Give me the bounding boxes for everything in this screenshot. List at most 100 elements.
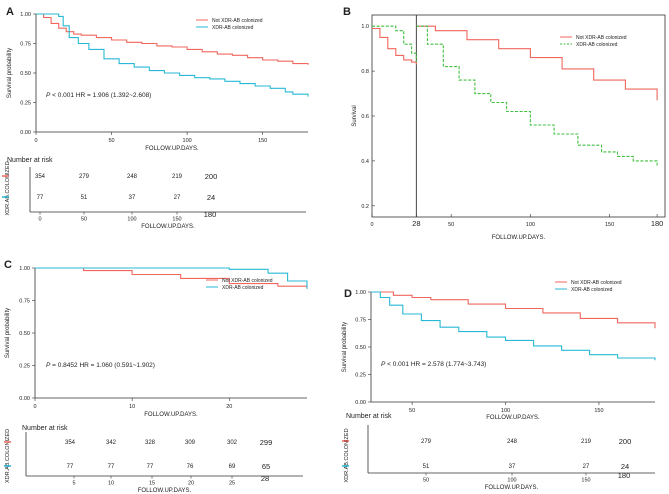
panel-c-risk-row1-value-3: 328 [145, 440, 156, 446]
panel-a-risk-row2-value-2: 51 [81, 195, 88, 201]
panel-c-risk-row1-value-4: 309 [185, 440, 196, 446]
panel-b-ylabel: Survival [352, 105, 358, 126]
panel-d-y-tick-label-4: 0.75 [355, 318, 366, 324]
panel-c-xlabel: FOLLOW.UP.DAYS. [144, 412, 198, 418]
panel-a-risk-row2-value-3: 37 [129, 195, 136, 201]
panel-d-y-tick-label-1: 0.00 [355, 400, 366, 406]
panel-c-risk-title: Number at risk [22, 425, 68, 432]
panel-b-legend-label-1: Not XDR-AB colonized [576, 35, 627, 41]
panel-c-risk-x-tick-label-2: 10 [108, 481, 114, 487]
panel-a-risk-x-tick-label-2: 50 [81, 217, 87, 223]
panel-c-risk-ylabel: XDR.AB.COLONIZED [5, 429, 11, 483]
panel-c-risk-row2-value-6: 65 [262, 462, 270, 471]
panel-b-x-tick-label-2: 28 [412, 219, 420, 228]
panel-c-risk-row1-value-1: 354 [65, 440, 76, 446]
panel-a-ylabel: Survival probability [7, 48, 13, 98]
panel-d-risk-x-tick-label-2: 100 [507, 478, 516, 484]
panel-b-x-tick-label-4: 100 [526, 222, 535, 228]
panel-a-annotation-p: P [46, 92, 51, 99]
panel-d-x-tick-label-3: 150 [594, 408, 603, 414]
panel-c-risk-row2-value-2: 77 [108, 464, 115, 470]
panel-b-series-not-xdr [416, 25, 658, 101]
panel-c-y-tick-label-3: 0.50 [19, 331, 30, 337]
panel-b-xlabel: FOLLOW.UP.DAYS. [492, 235, 546, 241]
panel-c-x-tick-label-3: 20 [226, 404, 232, 410]
panel-c-risk-row2-value-1: 77 [67, 464, 74, 470]
panel-c-annotation-p: P [46, 362, 51, 369]
panel-c-series-xdr [35, 267, 308, 289]
panel-a-x-tick-label-1: 0 [34, 138, 37, 144]
panel-d-legend-label-1: Not XDR-AB colonized [571, 280, 622, 286]
panel-d-risk-xlabel: FOLLOW.UP.DAYS. [485, 485, 539, 491]
panel-d-risk-row1-value-3: 219 [581, 439, 592, 445]
panel-a-risk-row1-value-5: 200 [205, 172, 218, 181]
panel-c-risk-row2-value-3: 77 [147, 464, 154, 470]
panel-c-risk-xlabel: FOLLOW.UP.DAYS. [138, 488, 192, 494]
panel-a-risk-x-tick-label-3: 100 [127, 217, 136, 223]
panel-a-risk-x-tick-label-5: 180 [204, 210, 217, 219]
panel-d-xlabel: FOLLOW.UP.DAYS. [486, 415, 540, 421]
panel-c-risk-row1-value-5: 302 [227, 440, 238, 446]
panel-a-y-tick-label-1: 0.00 [20, 130, 31, 136]
panel-d-risk-row1-value-4: 200 [619, 437, 632, 446]
panel-a-y-tick-label-5: 1.00 [20, 12, 31, 18]
panel-d-annotation-stats: < 0.001 HR = 2.578 (1.774~3.743) [385, 361, 486, 368]
panel-d-legend-label-2: XDR-AB colonized [571, 287, 613, 293]
panel-a-y-tick-label-4: 0.75 [20, 42, 31, 48]
panel-a-xlabel: FOLLOW.UP.DAYS. [145, 146, 199, 152]
panel-d-x-tick-label-2: 100 [501, 408, 510, 414]
panel-c-ylabel: Survival probability [5, 308, 11, 358]
panel-a-letter: A [6, 6, 14, 18]
panel-a-x-tick-label-4: 150 [258, 138, 267, 144]
panel-c-legend-label-2: XDR-AB colonized [222, 285, 264, 291]
panel-c-series-not-xdr [35, 267, 308, 289]
panel-d-risk-row1-value-1: 279 [421, 439, 432, 445]
panel-b-y-tick-label-2: 0.4 [361, 159, 369, 165]
panel-b-x-tick-label-6: 180 [651, 219, 664, 228]
panel-d-risk-row2-value-1: 51 [423, 464, 430, 470]
panel-c-risk-row1-value-6: 299 [260, 438, 273, 447]
panel-a-series-not-xdr [36, 13, 309, 65]
panel-c-y-tick-label-4: 0.75 [19, 299, 30, 305]
panel-d-risk-x-tick-label-4: 180 [618, 471, 631, 480]
panel-c-risk-row2-value-4: 76 [187, 464, 194, 470]
panel-d-y-tick-label-5: 1.00 [355, 290, 366, 296]
panel-c-x-tick-label-2: 10 [129, 404, 135, 410]
panel-a-risk-row1-value-4: 219 [172, 174, 183, 180]
panel-d-annotation: P < 0.001 HR = 2.578 (1.774~3.743) [381, 361, 486, 368]
panel-a-annotation: P < 0.001 HR = 1.906 (1.392~2.608) [46, 92, 151, 99]
panel-c-y-tick-label-5: 1.00 [19, 266, 30, 272]
panel-a-risk-ylabel: XDR.AB.COLONIZED [5, 161, 11, 215]
panel-d-risk-row2-value-4: 24 [621, 462, 629, 471]
panel-a-risk-row2-value-5: 24 [207, 193, 215, 202]
panel-a-annotation-stats: < 0.001 HR = 1.906 (1.392~2.608) [50, 92, 151, 99]
panel-a-y-tick-label-3: 0.50 [20, 71, 31, 77]
panel-a-risk-row1-value-1: 354 [35, 174, 46, 180]
panel-d-series-xdr [371, 291, 656, 361]
panel-c-annotation: P = 0.8452 HR = 1.060 (0.591~1.902) [46, 362, 155, 369]
panel-d-annotation-p: P [381, 361, 386, 368]
panel-b-series-xdr-early [372, 25, 417, 63]
panel-d-risk-row1-value-2: 248 [507, 439, 518, 445]
panel-b-letter: B [343, 6, 351, 18]
panel-b-y-tick-label-5: 1.0 [361, 24, 369, 30]
panel-d-risk-row2-value-2: 37 [509, 464, 516, 470]
panel-c-risk-x-tick-label-5: 25 [229, 481, 235, 487]
panel-a-legend-label-1: Not XDR-AB colonized [212, 18, 263, 24]
panel-d-risk-row2-value-3: 27 [583, 464, 590, 470]
panel-d-x-tick-label-1: 50 [409, 408, 415, 414]
panel-d-risk-x-tick-label-3: 150 [581, 478, 590, 484]
panel-c-legend-label-1: Not XDR-AB colonized [222, 278, 273, 284]
panel-b-y-tick-label-4: 0.8 [361, 69, 369, 75]
panel-a-risk-xlabel: FOLLOW.UP.DAYS. [141, 224, 195, 230]
panel-a-y-tick-label-2: 0.25 [20, 101, 31, 107]
panel-d-risk-title: Number at risk [346, 413, 392, 420]
panel-b-legend-label-2: XDR-AB colonized [576, 42, 618, 48]
panel-d-letter: D [344, 288, 352, 300]
panel-d-y-tick-label-3: 0.50 [355, 345, 366, 351]
panel-b-x-tick-label-3: 50 [448, 222, 454, 228]
panel-b-y-tick-label-1: 0.2 [361, 204, 369, 210]
panel-a-risk-x-tick-label-4: 150 [172, 217, 181, 223]
panel-c-risk-x-tick-label-4: 20 [188, 481, 194, 487]
